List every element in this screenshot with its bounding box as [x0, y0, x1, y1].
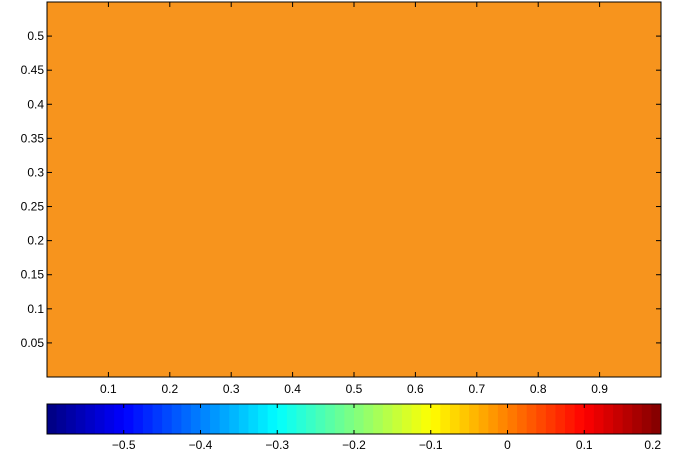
plot-area — [47, 2, 661, 377]
